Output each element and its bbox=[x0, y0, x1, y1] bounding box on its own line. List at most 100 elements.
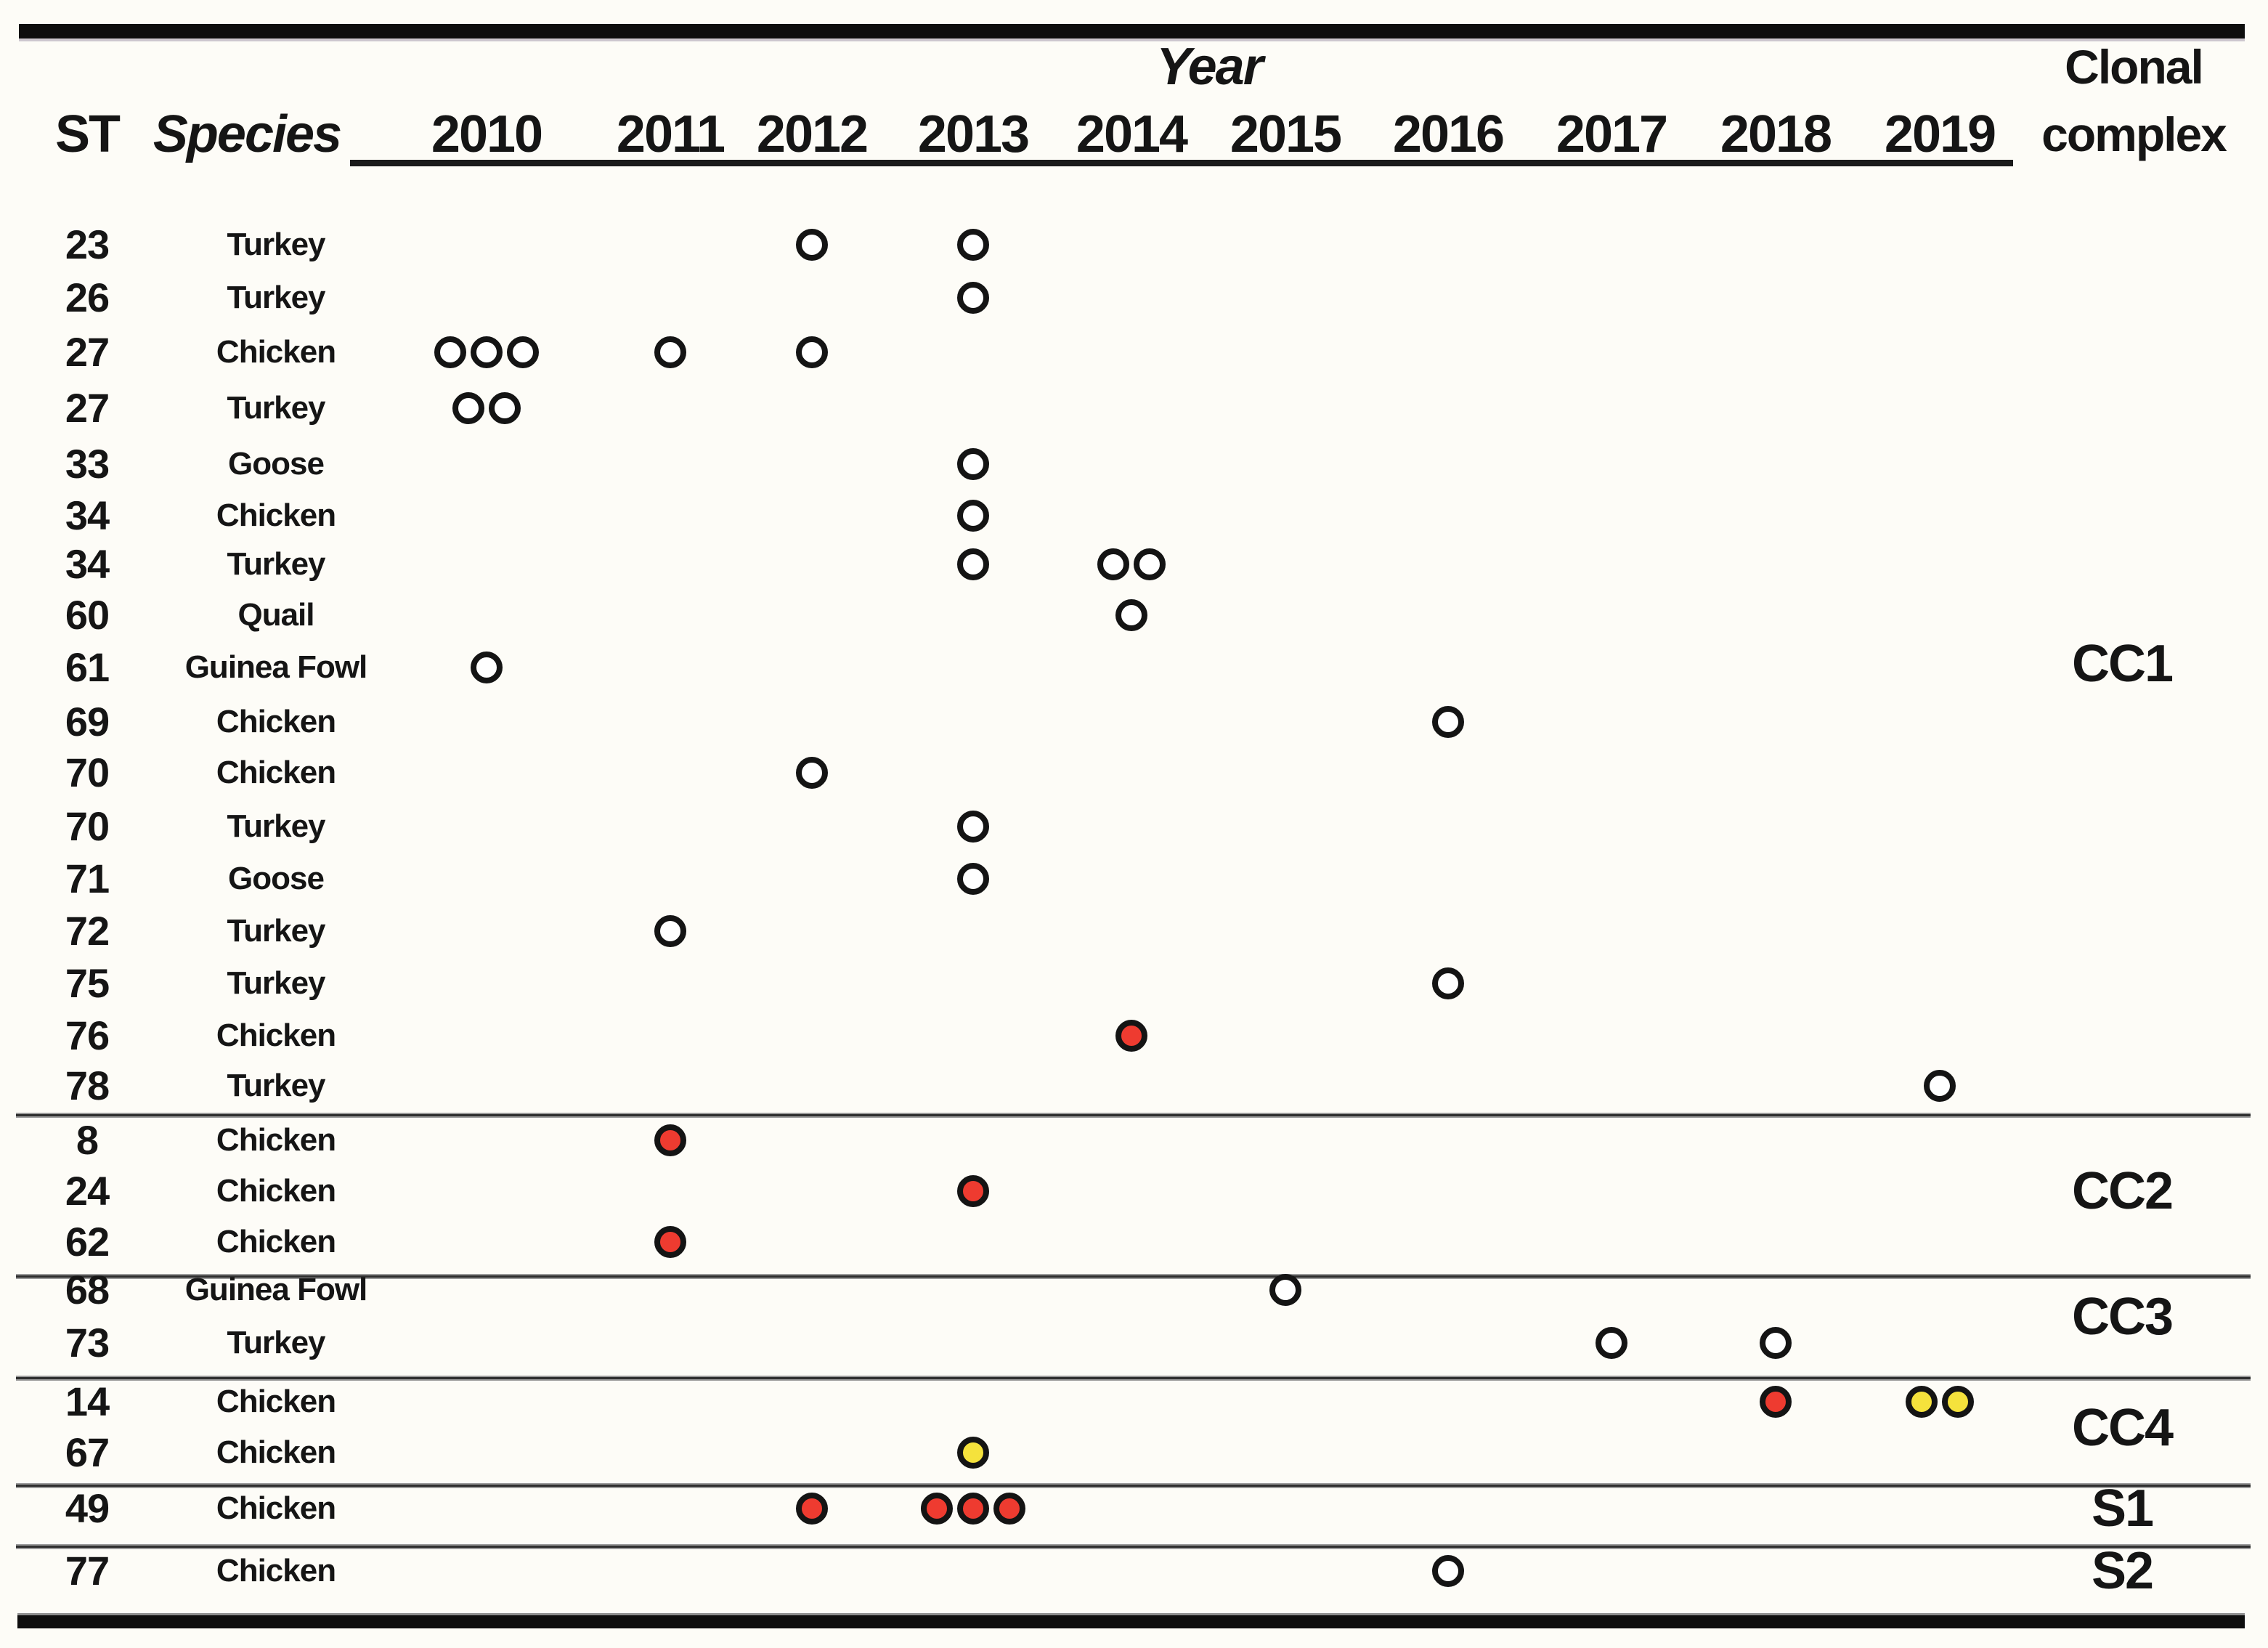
clonal-complex-title-line1: Clonal bbox=[2065, 40, 2204, 94]
marker-circle-white bbox=[471, 652, 503, 683]
marker-circle-white bbox=[1596, 1327, 1627, 1359]
marker-circle-white bbox=[1115, 599, 1147, 631]
species-cell: Chicken bbox=[216, 1122, 336, 1158]
marker-circle-white bbox=[1760, 1327, 1792, 1359]
species-cell: Chicken bbox=[216, 1553, 336, 1588]
clonal-complex-label-S1: S1 bbox=[2091, 1479, 2154, 1538]
st-cell: 24 bbox=[65, 1168, 110, 1214]
st-cell: 68 bbox=[65, 1267, 110, 1312]
marker-circle-red bbox=[993, 1493, 1025, 1525]
species-cell: Chicken bbox=[216, 1018, 336, 1053]
species-cell: Goose bbox=[228, 446, 325, 482]
species-cell: Turkey bbox=[227, 913, 325, 949]
year-label-2013: 2013 bbox=[917, 105, 1030, 163]
year-label-2018: 2018 bbox=[1720, 105, 1832, 163]
st-cell: 23 bbox=[65, 222, 110, 267]
group-separator bbox=[16, 1544, 2251, 1549]
species-cell: Goose bbox=[228, 861, 325, 896]
st-cell: 73 bbox=[65, 1320, 110, 1365]
st-cell: 60 bbox=[65, 592, 110, 638]
marker-circle-white bbox=[957, 863, 989, 895]
species-cell: Turkey bbox=[227, 390, 325, 426]
species-cell: Chicken bbox=[216, 498, 336, 533]
year-label-2019: 2019 bbox=[1884, 105, 1996, 163]
year-label-2017: 2017 bbox=[1556, 105, 1668, 163]
marker-circle-white bbox=[434, 336, 466, 368]
marker-circle-white bbox=[1924, 1070, 1956, 1102]
marker-circle-white bbox=[957, 282, 989, 314]
species-column-header: Species bbox=[153, 105, 342, 163]
species-cell: Chicken bbox=[216, 1384, 336, 1419]
marker-circle-white bbox=[1134, 548, 1166, 580]
marker-circle-red bbox=[1760, 1386, 1792, 1418]
marker-circle-white bbox=[654, 915, 686, 947]
species-cell: Chicken bbox=[216, 755, 336, 790]
species-cell: Guinea Fowl bbox=[184, 649, 368, 685]
marker-circle-red bbox=[921, 1493, 953, 1525]
year-label-2010: 2010 bbox=[431, 105, 543, 163]
st-cell: 34 bbox=[65, 541, 110, 587]
species-cell: Quail bbox=[237, 597, 314, 633]
marker-circle-red bbox=[654, 1124, 686, 1156]
species-cell: Turkey bbox=[227, 546, 325, 582]
marker-circle-white bbox=[507, 336, 539, 368]
st-cell: 8 bbox=[76, 1117, 99, 1163]
st-cell: 27 bbox=[65, 329, 110, 375]
marker-circle-white bbox=[957, 229, 989, 261]
st-cell: 27 bbox=[65, 385, 110, 431]
st-cell: 70 bbox=[65, 750, 110, 795]
clonal-complex-label-S2: S2 bbox=[2091, 1542, 2154, 1600]
marker-circle-white bbox=[796, 229, 828, 261]
species-cell: Chicken bbox=[216, 1224, 336, 1259]
st-cell: 62 bbox=[65, 1219, 110, 1265]
marker-circle-red bbox=[957, 1493, 989, 1525]
clonal-complex-label-CC1: CC1 bbox=[2071, 635, 2174, 693]
st-cell: 78 bbox=[65, 1063, 110, 1108]
clonal-complex-label-CC3: CC3 bbox=[2071, 1288, 2174, 1346]
year-label-2015: 2015 bbox=[1229, 105, 1342, 163]
st-cell: 69 bbox=[65, 699, 110, 744]
species-cell: Turkey bbox=[227, 965, 325, 1001]
clonal-complex-label-CC2: CC2 bbox=[2071, 1162, 2174, 1220]
group-separator bbox=[16, 1376, 2251, 1381]
year-axis-underline bbox=[350, 160, 2013, 166]
species-cell: Turkey bbox=[227, 1068, 325, 1103]
marker-circle-white bbox=[471, 336, 503, 368]
year-label-2012: 2012 bbox=[756, 105, 869, 163]
marker-circle-white bbox=[489, 392, 521, 424]
marker-circle-white bbox=[1432, 967, 1464, 999]
marker-circle-white bbox=[796, 336, 828, 368]
species-cell: Chicken bbox=[216, 1490, 336, 1526]
marker-circle-white bbox=[957, 500, 989, 532]
marker-circle-red bbox=[796, 1493, 828, 1525]
marker-circle-white bbox=[654, 336, 686, 368]
year-label-2011: 2011 bbox=[616, 105, 725, 163]
st-cell: 14 bbox=[65, 1379, 110, 1424]
year-label-2014: 2014 bbox=[1076, 105, 1188, 163]
marker-circle-white bbox=[1432, 1555, 1464, 1587]
year-axis-title: Year bbox=[1156, 38, 1263, 96]
st-cell: 72 bbox=[65, 908, 110, 954]
st-cell: 76 bbox=[65, 1012, 110, 1058]
st-cell: 34 bbox=[65, 492, 110, 538]
marker-circle-yellow bbox=[957, 1437, 989, 1469]
species-cell: Chicken bbox=[216, 334, 336, 370]
bottom-rule-bar bbox=[17, 1613, 2245, 1628]
marker-circle-white bbox=[957, 448, 989, 480]
marker-circle-white bbox=[957, 811, 989, 843]
marker-circle-white bbox=[1269, 1274, 1301, 1306]
st-cell: 75 bbox=[65, 960, 110, 1006]
species-cell: Chicken bbox=[216, 1434, 336, 1470]
top-rule-bar bbox=[19, 24, 2245, 41]
species-cell: Turkey bbox=[227, 280, 325, 315]
marker-circle-red bbox=[957, 1175, 989, 1207]
st-cell: 61 bbox=[65, 644, 110, 690]
marker-circle-yellow bbox=[1906, 1386, 1938, 1418]
marker-circle-white bbox=[957, 548, 989, 580]
st-cell: 33 bbox=[65, 441, 110, 487]
marker-circle-red bbox=[654, 1226, 686, 1258]
species-cell: Guinea Fowl bbox=[184, 1272, 368, 1307]
st-cell: 26 bbox=[65, 275, 110, 320]
species-cell: Turkey bbox=[227, 808, 325, 844]
